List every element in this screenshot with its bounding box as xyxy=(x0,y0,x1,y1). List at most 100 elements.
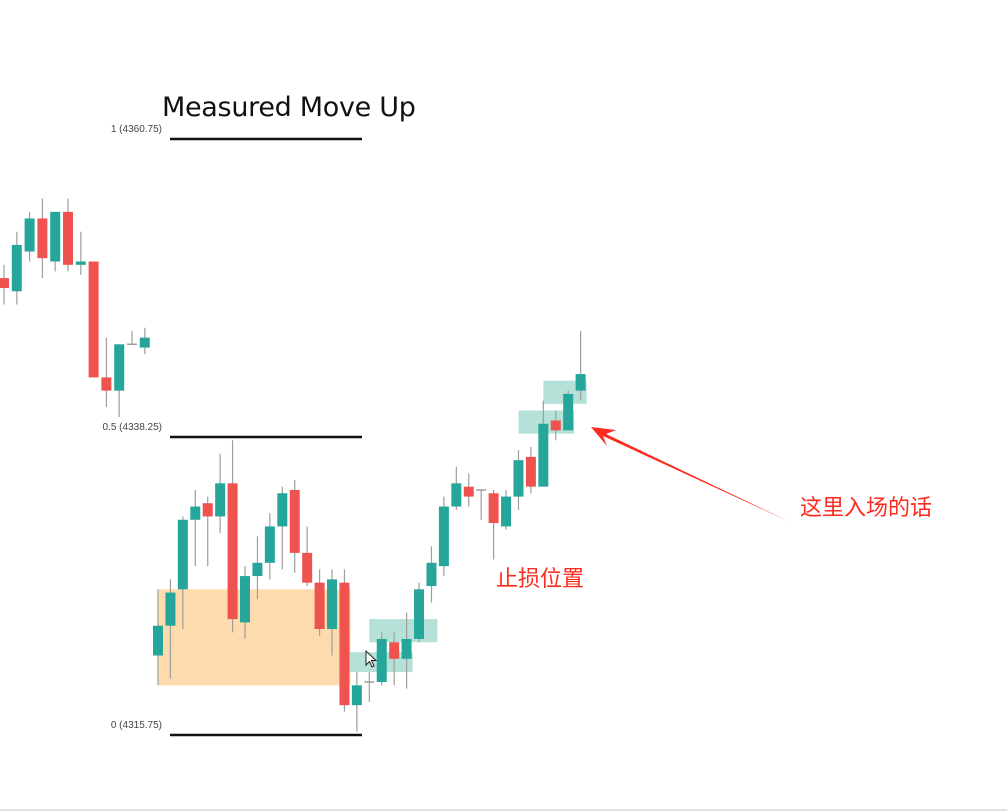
candle-body xyxy=(0,278,9,288)
candle xyxy=(463,473,474,507)
candle xyxy=(563,390,574,431)
candle-body xyxy=(550,420,561,431)
candle-body xyxy=(24,218,35,252)
candle-body xyxy=(139,337,150,348)
candle xyxy=(327,569,338,656)
candle-body xyxy=(75,261,86,265)
candle-body xyxy=(488,493,499,524)
candle xyxy=(438,496,449,577)
candle xyxy=(414,582,425,643)
candle-body xyxy=(177,519,188,590)
candle-body xyxy=(289,489,300,553)
candle-body xyxy=(401,638,412,659)
candle-body xyxy=(165,592,176,626)
candle-body xyxy=(88,261,99,378)
candle-body xyxy=(202,503,213,517)
candle xyxy=(240,566,251,639)
candle xyxy=(339,569,350,712)
candle xyxy=(513,450,524,510)
candle xyxy=(575,331,586,401)
candle xyxy=(264,513,275,580)
candle-body xyxy=(351,685,362,706)
candle xyxy=(389,632,400,686)
candle-body xyxy=(426,562,437,586)
candle-body xyxy=(215,483,226,517)
fib-label-0.5: 0.5 (4338.25) xyxy=(102,422,163,433)
chart-title: Measured Move Up xyxy=(162,92,416,123)
entry-arrow xyxy=(591,427,790,522)
candle xyxy=(252,536,263,600)
candle-body xyxy=(277,493,288,527)
candle-body xyxy=(240,576,251,623)
candle-body xyxy=(101,377,112,391)
candle xyxy=(127,331,137,346)
candle xyxy=(227,440,238,633)
candle xyxy=(177,516,188,630)
candle xyxy=(550,410,561,441)
entry-annotation: 这里入场的话 xyxy=(800,496,933,521)
candle xyxy=(63,198,73,272)
candle xyxy=(165,579,176,679)
candles xyxy=(0,198,586,732)
candle xyxy=(488,489,499,560)
candle-body xyxy=(11,244,22,292)
candle xyxy=(0,264,9,305)
candle-body xyxy=(538,423,549,487)
candle xyxy=(153,589,163,686)
candle xyxy=(114,344,125,418)
bottom-border xyxy=(0,809,1007,811)
candle xyxy=(501,489,512,530)
candle xyxy=(426,546,437,603)
candle xyxy=(351,672,362,732)
candle-body xyxy=(264,526,275,563)
candle-body xyxy=(463,486,474,497)
candle-body xyxy=(451,483,462,507)
candle-body xyxy=(438,506,449,567)
candle xyxy=(139,327,150,355)
candle xyxy=(289,480,300,573)
candle-body xyxy=(389,642,400,659)
mouse-cursor-icon xyxy=(365,649,378,668)
candle xyxy=(525,446,536,494)
candle-body xyxy=(252,562,263,577)
candle-body xyxy=(339,582,350,706)
candle xyxy=(277,486,288,570)
candle-body xyxy=(575,374,586,391)
candle xyxy=(50,211,61,272)
candle xyxy=(88,261,99,378)
candle xyxy=(37,198,48,279)
candle-body xyxy=(50,211,61,262)
candle-body xyxy=(376,638,387,683)
stop-loss-annotation: 止损位置 xyxy=(496,567,585,592)
candle-body xyxy=(227,483,238,620)
candle xyxy=(101,337,112,408)
fib-lines xyxy=(170,137,362,737)
fib-label-1: 1 (4360.75) xyxy=(110,124,162,135)
candle xyxy=(24,211,35,262)
candle xyxy=(401,612,412,689)
candle xyxy=(190,489,201,567)
candle xyxy=(302,526,313,586)
candle-body xyxy=(314,582,325,630)
candle-body xyxy=(414,589,425,639)
candle-body xyxy=(302,552,313,583)
candle-body xyxy=(501,496,512,527)
candle-body xyxy=(37,218,48,259)
candle xyxy=(376,632,387,686)
candle xyxy=(538,400,549,487)
highlight-zones xyxy=(158,380,587,686)
candle xyxy=(364,672,375,702)
candle xyxy=(215,453,226,534)
candle xyxy=(75,231,86,275)
candle-body xyxy=(525,456,536,487)
candle-body xyxy=(114,344,125,391)
candle xyxy=(11,231,22,305)
candle xyxy=(476,489,487,520)
candle xyxy=(202,496,213,567)
candle-body xyxy=(513,460,524,497)
fib-label-0: 0 (4315.75) xyxy=(110,720,162,731)
candle xyxy=(314,569,325,636)
candle-body xyxy=(63,211,73,265)
candle-body xyxy=(153,625,163,656)
